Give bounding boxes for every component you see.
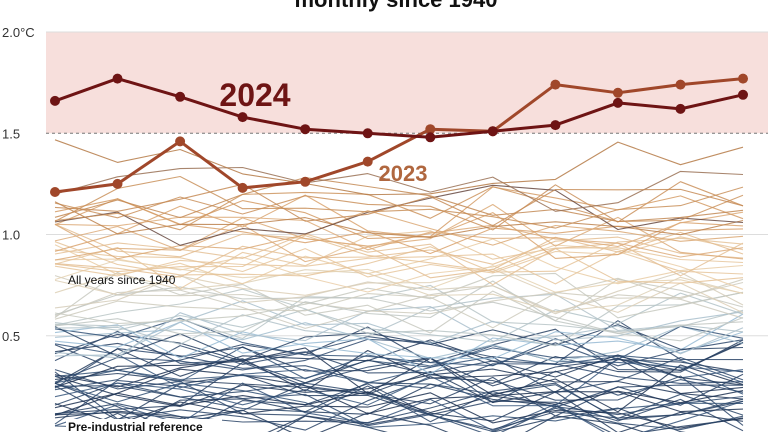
data-point-2024 [112, 73, 123, 84]
historical-year-line [54, 236, 744, 278]
data-point-2023 [237, 182, 248, 193]
historical-year-line [54, 322, 744, 363]
historical-year-line [54, 224, 744, 263]
historical-year-line [54, 346, 744, 384]
historical-year-line [54, 326, 744, 371]
historical-year-line [54, 237, 744, 277]
historical-year-line [54, 320, 744, 374]
historical-year-line [54, 357, 744, 407]
historical-year-line [54, 374, 744, 430]
historical-year-line [54, 306, 744, 359]
historical-year-line [54, 286, 744, 334]
historical-year-line [54, 368, 744, 408]
background-lines-group [54, 139, 744, 432]
historical-year-line [54, 382, 744, 428]
historical-year-line [54, 269, 744, 313]
data-point-2023 [362, 156, 373, 167]
historical-year-line [54, 211, 744, 251]
series-label-2024: 2024 [219, 77, 290, 113]
data-point-2024 [237, 112, 248, 123]
y-tick-labels: 2.0°C 1.5 1.0 0.5 0.0 [2, 25, 35, 432]
data-point-2023 [175, 136, 186, 147]
data-point-2024 [487, 126, 498, 137]
y-tick-label: 0.0 [2, 430, 20, 432]
historical-year-line [54, 300, 744, 357]
data-point-2024 [175, 91, 186, 102]
data-point-2023 [612, 87, 623, 98]
y-tick-label: 1.5 [2, 126, 20, 141]
historical-year-line [54, 244, 744, 293]
historical-year-line [54, 271, 744, 315]
historical-year-line [54, 177, 744, 223]
historical-year-line [54, 382, 744, 424]
highlight-lines-group [50, 73, 748, 197]
historical-year-line [54, 272, 744, 325]
historical-year-line [54, 292, 744, 343]
historical-year-line [54, 293, 744, 345]
historical-year-line [54, 368, 744, 416]
historical-year-line [54, 175, 744, 229]
data-point-2024 [550, 120, 561, 131]
chart-title: monthly since 1940 [295, 0, 498, 12]
data-point-2023 [50, 187, 60, 197]
y-tick-label: 0.5 [2, 329, 20, 344]
series-line-2023 [54, 77, 744, 194]
data-point-2024 [362, 128, 373, 139]
data-point-2024 [675, 103, 686, 114]
historical-year-line [54, 166, 744, 212]
series-label-2023: 2023 [379, 161, 428, 186]
data-point-2023 [675, 79, 686, 90]
historical-year-line [54, 275, 744, 315]
y-tick-label: 2.0°C [2, 25, 35, 40]
annotation-all-years: All years since 1940 [68, 273, 176, 287]
historical-year-line [54, 194, 744, 259]
historical-year-line [54, 339, 744, 386]
y-tick-label: 1.0 [2, 228, 20, 243]
historical-year-line [54, 236, 744, 278]
historical-year-line [54, 186, 744, 240]
data-point-2023 [300, 176, 311, 187]
data-point-2024 [425, 132, 436, 143]
historical-year-line [54, 139, 744, 196]
data-point-2023 [738, 73, 748, 84]
data-point-2024 [50, 95, 60, 106]
data-point-2024 [738, 89, 748, 100]
historical-year-line [54, 223, 744, 279]
historical-year-line [54, 210, 744, 260]
annotation-preindustrial-bg [66, 419, 222, 432]
data-point-2023 [425, 124, 436, 135]
threshold-band [46, 32, 768, 134]
data-point-2023 [112, 178, 123, 189]
historical-year-line [54, 235, 744, 284]
historical-year-line [54, 324, 744, 360]
historical-year-line [54, 390, 744, 414]
historical-year-line [54, 361, 744, 417]
historical-year-line [54, 250, 744, 285]
historical-year-line [54, 336, 744, 394]
annotation-preindustrial: Pre-industrial reference [68, 420, 203, 432]
data-point-2024 [612, 97, 623, 108]
historical-year-line [54, 342, 744, 387]
historical-year-line [54, 285, 744, 329]
historical-year-line [54, 379, 744, 432]
historical-year-line [54, 391, 744, 432]
historical-year-line [54, 280, 744, 342]
historical-year-line [54, 183, 744, 227]
data-point-2023 [550, 79, 561, 90]
historical-year-line [54, 371, 744, 431]
data-point-2024 [300, 124, 311, 135]
series-line-2024 [54, 77, 744, 139]
historical-year-line [54, 347, 744, 413]
historical-year-line [73, 407, 686, 432]
historical-year-line [54, 324, 744, 362]
